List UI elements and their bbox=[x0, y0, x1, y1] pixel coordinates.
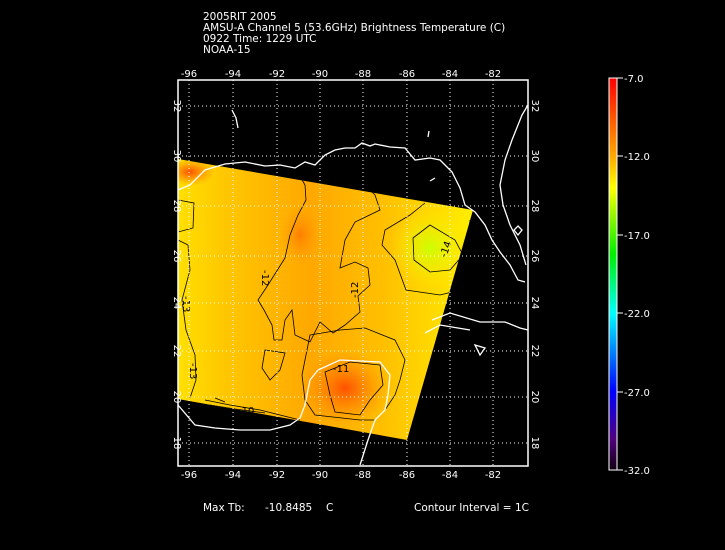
lat-lon-grid bbox=[178, 80, 528, 465]
max-tb-label: Max Tb: bbox=[203, 502, 245, 514]
lat-label: 26 bbox=[171, 250, 182, 263]
lon-label: -82 bbox=[485, 69, 501, 80]
contour-label: -13 bbox=[180, 296, 191, 312]
colorbar-label: -27.0 bbox=[624, 388, 650, 399]
lon-label: -96 bbox=[181, 470, 197, 481]
lon-label: -84 bbox=[442, 470, 458, 481]
contour-label: -13 bbox=[187, 363, 198, 379]
lon-label: -86 bbox=[399, 69, 415, 80]
contour-label: -12 bbox=[259, 270, 270, 286]
colorbar-label: -12.0 bbox=[624, 152, 650, 163]
contour-interval: Contour Interval = 1C bbox=[414, 502, 529, 514]
lat-label: 20 bbox=[171, 391, 182, 404]
contour-label: -11 bbox=[333, 364, 349, 375]
lon-label: -84 bbox=[442, 69, 458, 80]
lat-label: 32 bbox=[529, 100, 540, 113]
lat-label: 28 bbox=[171, 200, 182, 213]
lon-label: -92 bbox=[269, 69, 285, 80]
map-frame bbox=[177, 79, 529, 467]
lat-label: 28 bbox=[529, 200, 540, 213]
lat-label: 26 bbox=[529, 250, 540, 263]
contour-label: -12 bbox=[350, 282, 361, 298]
lat-label: 20 bbox=[529, 391, 540, 404]
lon-label: -94 bbox=[225, 69, 241, 80]
lat-labels-right: 32 30 28 26 24 22 20 18 bbox=[529, 100, 540, 450]
lon-label: -88 bbox=[355, 69, 371, 80]
title-line-1: 2005RIT 2005 bbox=[203, 11, 277, 23]
lat-label: 32 bbox=[171, 100, 182, 113]
lat-label: 18 bbox=[529, 437, 540, 450]
lat-label: 30 bbox=[171, 150, 182, 163]
lon-label: -88 bbox=[355, 470, 371, 481]
lon-label: -94 bbox=[225, 470, 241, 481]
lon-label: -90 bbox=[312, 470, 328, 481]
contour-labels: -12 -12 -13 -13 -11 -14 -10 bbox=[180, 240, 454, 417]
lon-labels-bottom: -96 -94 -92 -90 -88 -86 -84 -82 bbox=[181, 470, 501, 481]
lon-label: -96 bbox=[181, 69, 197, 80]
colorbar-label: -17.0 bbox=[624, 231, 650, 242]
max-tb-unit: C bbox=[326, 502, 334, 514]
lat-label: 24 bbox=[529, 297, 540, 310]
lon-label: -90 bbox=[312, 69, 328, 80]
colorbar-label: -32.0 bbox=[624, 466, 650, 477]
coastline bbox=[177, 104, 529, 466]
lat-label: 22 bbox=[171, 345, 182, 358]
lon-labels-top: -96 -94 -92 -90 -88 -86 -84 -82 bbox=[181, 69, 501, 80]
colorbar-label: -22.0 bbox=[624, 309, 650, 320]
lat-label: 30 bbox=[529, 150, 540, 163]
brightness-swath bbox=[178, 159, 473, 440]
title-line-2: AMSU-A Channel 5 (53.6GHz) Brightness Te… bbox=[203, 22, 506, 34]
lon-label: -86 bbox=[399, 470, 415, 481]
title-line-4: NOAA-15 bbox=[203, 44, 251, 56]
lat-label: 18 bbox=[171, 437, 182, 450]
contour-label: -10 bbox=[238, 406, 254, 417]
lon-label: -92 bbox=[269, 470, 285, 481]
lat-labels-left: 32 30 28 26 24 22 20 18 bbox=[171, 100, 182, 450]
lat-label: 22 bbox=[529, 345, 540, 358]
title-line-3: 0922 Time: 1229 UTC bbox=[203, 33, 317, 45]
lon-label: -82 bbox=[485, 470, 501, 481]
colorbar-label: -7.0 bbox=[624, 74, 644, 85]
max-tb-value: -10.8485 bbox=[265, 502, 313, 514]
colorbar: -7.0 -12.0 -17.0 -22.0 -27.0 -32.0 bbox=[608, 74, 650, 477]
lat-label: 24 bbox=[171, 297, 182, 310]
